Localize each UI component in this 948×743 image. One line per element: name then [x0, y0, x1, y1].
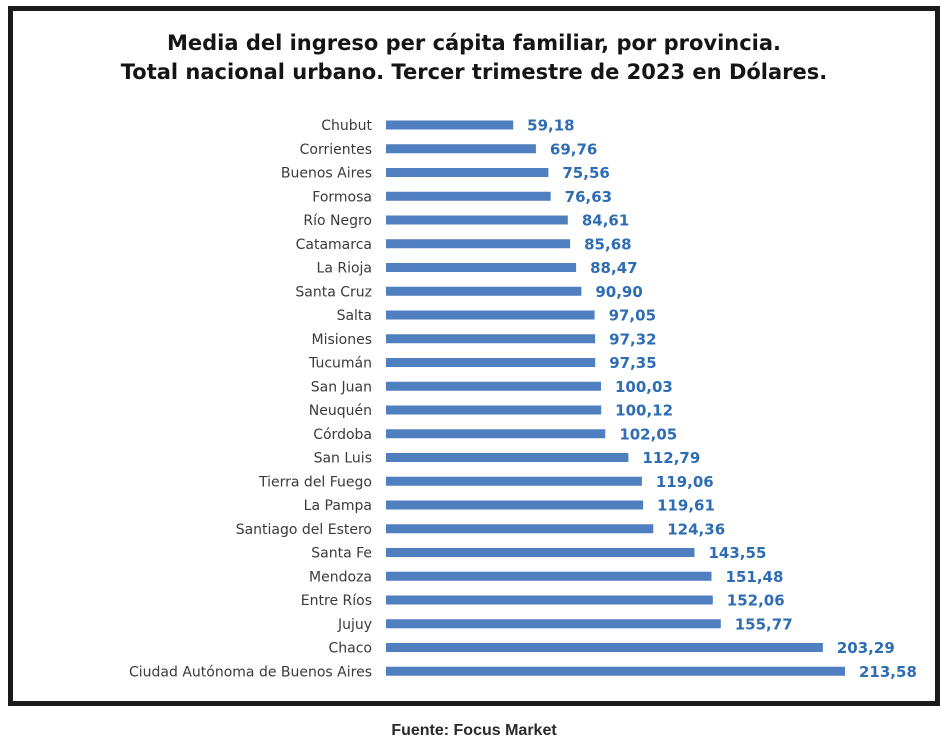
bar: [386, 120, 514, 130]
category-label: Salta: [337, 308, 372, 324]
category-label: Chaco: [329, 641, 373, 657]
category-label: Santa Cruz: [295, 284, 372, 300]
category-label: Santa Fe: [311, 546, 372, 562]
category-label: Ciudad Autónoma de Buenos Aires: [129, 664, 372, 680]
bar: [386, 168, 549, 177]
bar: [386, 548, 695, 557]
category-label: Jujuy: [337, 617, 372, 633]
category-label: Corrientes: [300, 142, 372, 158]
value-label: 69,76: [550, 140, 597, 158]
bar: [386, 524, 654, 534]
bar: [386, 358, 596, 367]
bar: [386, 405, 602, 415]
bar: [386, 453, 629, 462]
value-label: 59,18: [527, 117, 574, 135]
bar: [386, 215, 568, 225]
value-label: 203,29: [837, 639, 895, 657]
category-label: Entre Ríos: [301, 593, 372, 609]
bar: [386, 144, 536, 154]
value-label: 97,35: [609, 354, 656, 372]
category-label: Catamarca: [296, 237, 372, 253]
value-label: 100,03: [615, 378, 673, 396]
value-label: 102,05: [619, 425, 677, 443]
value-label: 143,55: [709, 544, 767, 562]
value-label: 97,05: [609, 307, 656, 325]
value-label: 155,77: [735, 615, 793, 633]
bar: [386, 666, 845, 676]
value-label: 213,58: [859, 663, 917, 681]
category-label: La Rioja: [317, 261, 372, 277]
category-label: Tucumán: [308, 356, 372, 372]
category-label: San Luis: [314, 451, 372, 467]
value-label: 119,61: [657, 497, 715, 515]
bar: [386, 381, 601, 391]
category-label: Buenos Aires: [281, 166, 372, 182]
chart-title: Media del ingreso per cápita familiar, p…: [13, 29, 935, 87]
chart-title-line-1: Media del ingreso per cápita familiar, p…: [166, 31, 782, 55]
category-label: Río Negro: [303, 213, 372, 229]
bar: [386, 429, 606, 439]
bar: [386, 263, 577, 272]
category-label: Neuquén: [309, 403, 372, 419]
value-label: 152,06: [727, 592, 785, 610]
bar: [386, 286, 582, 296]
value-label: 97,32: [609, 330, 656, 348]
category-label: Tierra del Fuego: [258, 474, 372, 490]
chart-title-line-2: Total nacional urbano. Tercer trimestre …: [120, 60, 828, 84]
bar: [386, 191, 551, 201]
value-label: 76,63: [565, 188, 612, 206]
source-caption: Fuente: Focus Market: [391, 722, 557, 739]
value-label: 100,12: [615, 402, 673, 420]
value-label: 84,61: [582, 212, 629, 230]
bar: [386, 310, 595, 320]
bar: [386, 476, 642, 486]
value-label: 75,56: [562, 164, 609, 182]
bar: [386, 571, 712, 581]
bar: [386, 500, 644, 510]
category-label: Mendoza: [309, 569, 372, 585]
value-label: 85,68: [584, 235, 631, 253]
category-label: Misiones: [312, 332, 373, 348]
category-label: La Pampa: [304, 498, 372, 514]
category-label: Santiago del Estero: [236, 522, 372, 538]
value-label: 124,36: [667, 520, 725, 538]
category-label: Formosa: [312, 189, 372, 205]
category-label: Chubut: [321, 118, 372, 134]
value-label: 119,06: [656, 473, 714, 491]
bar: [386, 239, 571, 249]
category-label: Córdoba: [313, 427, 372, 443]
value-label: 151,48: [726, 568, 784, 586]
bar: [386, 595, 713, 605]
bar: [386, 334, 596, 344]
value-label: 112,79: [642, 449, 700, 467]
value-label: 88,47: [590, 259, 637, 277]
value-label: 90,90: [595, 283, 642, 301]
bar: [386, 643, 823, 652]
bar: [386, 619, 721, 629]
category-label: San Juan: [311, 379, 372, 395]
